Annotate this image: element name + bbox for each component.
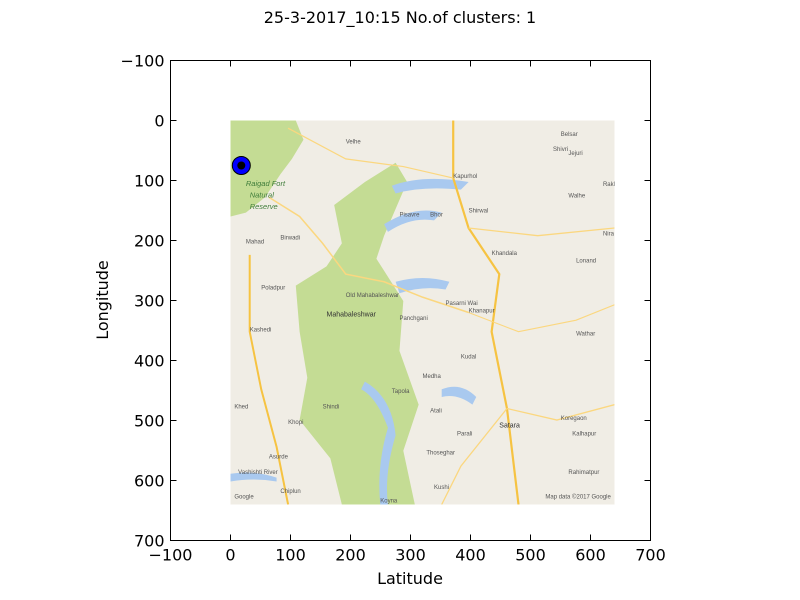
map-place-label: Asurde	[269, 454, 289, 460]
map-place-label: Khopi	[288, 420, 303, 426]
map-place-label: Kapurhol	[453, 174, 477, 180]
map-place-label: Chiplun	[280, 489, 300, 495]
map-place-label: Mahabaleshwar	[327, 311, 377, 318]
map-place-label: Jejuri	[568, 151, 582, 157]
map-place-label: Velhe	[346, 140, 362, 146]
y-tick-label: 400	[134, 352, 165, 371]
lake-north	[391, 178, 469, 194]
map-place-label: Poladpur	[261, 285, 285, 291]
map-place-label: Vashishti River	[238, 470, 278, 476]
map-place-label: Walhe	[568, 193, 585, 199]
road-satara-east	[506, 404, 615, 421]
map-place-label: Pasarni Wai	[446, 301, 478, 307]
park-area-raigad	[230, 120, 304, 217]
lake-bhatghar	[384, 210, 442, 232]
y-axis: −100 0 100 200 300 400 500 600 700	[121, 52, 651, 551]
y-tick-label: 300	[134, 292, 165, 311]
map-place-label: Nira	[603, 232, 615, 238]
map-place-label: Natural	[250, 190, 275, 199]
map-background-image: Velhe Raigad Fort Natural Reserve Kapurhol Be…	[230, 120, 617, 505]
road-satara-south	[441, 408, 508, 505]
map-place-label: Khanapur	[469, 309, 495, 315]
x-tick-label: 600	[575, 546, 606, 565]
map-place-label: Rahimatpur	[568, 470, 599, 476]
x-axis-label: Latitude	[377, 569, 443, 588]
scatter-series	[231, 156, 251, 175]
x-tick-label: 300	[395, 546, 426, 565]
map-place-label: Atali	[430, 408, 442, 414]
map-place-label: Mahad	[246, 239, 264, 245]
map-place-label: Khed	[234, 405, 248, 411]
map-place-label: Koregaon	[561, 416, 587, 422]
cluster-marker-center	[237, 161, 246, 170]
map-place-label: Pisavre	[399, 213, 420, 219]
map-place-label: Raigad Fort	[246, 179, 286, 188]
lake-dhom	[395, 277, 450, 294]
map-place-label: Shirwal	[469, 209, 489, 215]
map-place-label: Bhor	[430, 213, 443, 219]
y-tick-label: 200	[134, 232, 165, 251]
map-land	[230, 120, 615, 505]
y-axis-label: Longitude	[93, 260, 112, 340]
river-vashishti	[230, 472, 277, 482]
map-place-label: Lonand	[576, 259, 596, 265]
map-place-label: Reserve	[250, 202, 278, 211]
map-place-label: Shivri	[553, 147, 568, 153]
x-axis: −100 0 100 200 300 400 500 600 700	[149, 60, 666, 565]
x-tick-label: 200	[335, 546, 366, 565]
map-place-label: Kushi	[434, 485, 449, 491]
x-tick-label: 500	[515, 546, 546, 565]
map-place-label: Kudal	[461, 355, 476, 361]
map-place-label: Satara	[499, 423, 520, 430]
map-place-label: Old Mahabaleshwar	[346, 293, 399, 299]
map-place-label: Koyna	[380, 499, 398, 505]
map-place-label: Tapola	[392, 389, 410, 395]
y-tick-label: 0	[154, 112, 164, 131]
lake-kanher	[441, 386, 477, 405]
map-place-label: Parali	[457, 431, 472, 437]
map-place-label: Belsar	[561, 132, 578, 138]
map-place-label: Medha	[423, 374, 442, 380]
y-tick-label: 100	[134, 172, 165, 191]
map-place-label: Panchgani	[399, 316, 427, 322]
y-tick-label: 700	[134, 532, 165, 551]
x-tick-label: 700	[635, 546, 666, 565]
map-place-label: Kashedi	[250, 328, 272, 334]
river-koyna	[361, 381, 396, 505]
road-lonand	[468, 227, 615, 237]
map-place-label: Wathar	[576, 332, 595, 338]
y-tick-label: −100	[121, 52, 165, 71]
x-tick-label: 100	[275, 546, 306, 565]
x-tick-label: 0	[225, 546, 235, 565]
x-tick-label: 400	[455, 546, 486, 565]
road-velhe	[287, 127, 454, 179]
map-place-label: Birwadi	[280, 236, 300, 242]
chart-title: 25-3-2017_10:15 No.of clusters: 1	[263, 8, 537, 27]
map-place-label: Khandala	[492, 251, 518, 257]
map-place-label: Kalhapur	[572, 431, 596, 437]
map-place-label: Map data ©2017 Google	[545, 494, 611, 501]
y-tick-label: 600	[134, 472, 165, 491]
road-mahad-wai	[268, 196, 469, 314]
x-tick-label: −100	[149, 546, 193, 565]
road-wathar	[468, 304, 615, 333]
map-place-label: Shindi	[323, 405, 340, 411]
y-tick-label: 500	[134, 412, 165, 431]
map-place-label: Rakh	[603, 182, 617, 188]
map-place-label: Google	[234, 495, 254, 501]
map-place-label: Thoseghar	[426, 451, 455, 457]
road-nh66	[248, 254, 290, 505]
